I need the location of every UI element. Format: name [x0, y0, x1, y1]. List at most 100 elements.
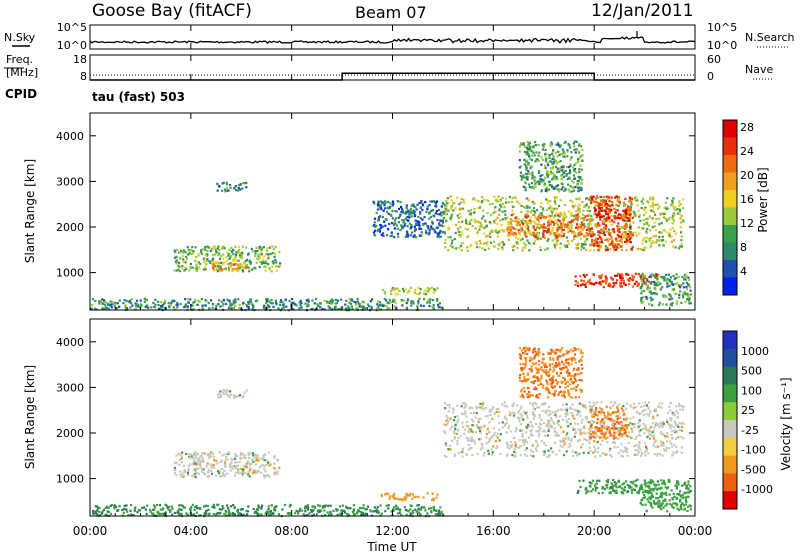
echo-cell — [533, 210, 536, 213]
echo-cell — [166, 506, 169, 509]
echo-cell — [587, 214, 590, 217]
echo-cell — [661, 425, 664, 429]
echo-cell — [631, 430, 634, 433]
echo-cell — [604, 249, 608, 252]
echo-cell — [595, 434, 598, 437]
echo-cell — [611, 423, 614, 426]
echo-cell — [682, 405, 685, 409]
echo-cell — [153, 508, 156, 511]
echo-cell — [504, 415, 507, 418]
echo-cell — [458, 203, 461, 206]
echo-cell — [630, 200, 633, 203]
echo-cell — [451, 239, 454, 242]
echo-cell — [235, 251, 238, 254]
colorbar-swatch — [723, 277, 737, 296]
echo-cell — [256, 455, 259, 458]
echo-cell — [234, 457, 237, 460]
echo-cell — [512, 402, 515, 405]
echo-cell — [671, 430, 674, 433]
echo-cell — [234, 245, 237, 248]
echo-cell — [657, 217, 660, 220]
colorbar-swatch — [723, 137, 737, 156]
echo-cell — [520, 230, 523, 233]
echo-cell — [157, 300, 160, 303]
echo-cell — [248, 457, 251, 460]
echo-cell — [435, 210, 439, 213]
echo-cell — [449, 218, 452, 221]
echo-cell — [241, 269, 244, 272]
echo-cell — [671, 437, 674, 440]
echo-cell — [665, 303, 668, 306]
echo-cell — [475, 242, 478, 245]
echo-cell — [539, 224, 543, 227]
echo-cell — [321, 506, 324, 509]
echo-cell — [605, 279, 608, 282]
echo-cell — [512, 233, 516, 236]
echo-cell — [115, 307, 118, 310]
echo-cell — [564, 203, 567, 207]
echo-cell — [494, 229, 498, 232]
echo-cell — [557, 190, 560, 193]
echo-cell — [199, 462, 202, 465]
echo-cell — [230, 458, 233, 461]
echo-cell — [208, 456, 211, 460]
echo-cell — [582, 217, 585, 220]
echo-cell — [509, 444, 512, 447]
echo-cell — [556, 221, 559, 224]
echo-cell — [589, 405, 592, 408]
echo-cell — [652, 417, 655, 420]
echo-cell — [634, 453, 637, 456]
echo-cell — [584, 404, 587, 407]
echo-cell — [501, 229, 504, 232]
echo-cell — [121, 508, 124, 512]
echo-cell — [610, 208, 613, 211]
echo-cell — [614, 436, 617, 439]
echo-cell — [573, 177, 576, 180]
echo-cell — [598, 275, 601, 278]
echo-cell — [261, 504, 264, 507]
echo-cell — [648, 286, 651, 289]
echo-cell — [598, 246, 601, 249]
echo-cell — [306, 305, 309, 308]
echo-cell — [498, 439, 501, 442]
echo-cell — [306, 302, 309, 305]
echo-cell — [519, 142, 523, 145]
echo-cell — [608, 200, 611, 203]
echo-cell — [229, 469, 232, 472]
echo-cell — [538, 227, 541, 230]
echo-cell — [585, 415, 588, 419]
echo-cell — [610, 455, 613, 458]
echo-cell — [627, 431, 630, 434]
echo-cell — [615, 243, 618, 246]
echo-cell — [642, 238, 645, 241]
echo-cell — [223, 469, 226, 472]
echo-cell — [183, 468, 186, 471]
echo-cell — [395, 210, 398, 213]
echo-cell — [209, 261, 212, 265]
echo-cell — [273, 455, 276, 458]
echo-cell — [375, 509, 378, 512]
echo-cell — [433, 499, 436, 502]
echo-cell — [444, 442, 447, 445]
echo-cell — [604, 226, 608, 229]
echo-cell — [466, 223, 469, 226]
echo-cell — [651, 225, 654, 229]
echo-cell — [621, 455, 625, 458]
echo-cell — [187, 298, 190, 301]
echo-cell — [529, 222, 532, 225]
echo-cell — [410, 234, 413, 237]
echo-cell — [565, 403, 568, 406]
echo-cell — [618, 413, 621, 416]
echo-cell — [629, 206, 632, 209]
echo-cell — [508, 226, 511, 229]
echo-cell — [467, 448, 470, 451]
echo-cell — [434, 201, 437, 204]
echo-cell — [259, 250, 262, 253]
echo-cell — [526, 210, 529, 213]
echo-cell — [371, 298, 374, 301]
echo-cell — [638, 232, 641, 235]
echo-cell — [419, 234, 422, 238]
echo-cell — [573, 204, 576, 207]
echo-cell — [432, 307, 435, 310]
echo-cell — [670, 442, 673, 445]
